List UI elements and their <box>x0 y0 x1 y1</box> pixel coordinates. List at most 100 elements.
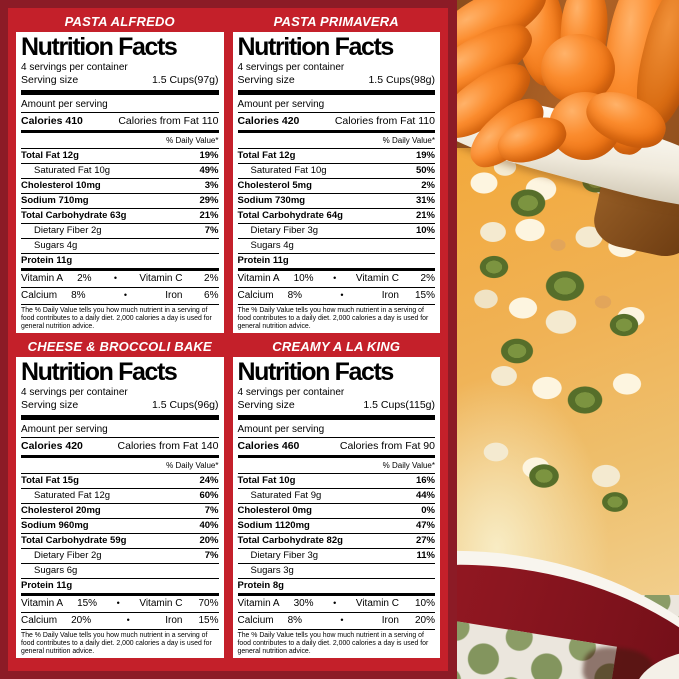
nutrient-name: Sodium 730mg <box>237 194 306 206</box>
vitamin-right: Vitamin C 10% <box>356 598 435 610</box>
nutrient-row: Cholesterol 5mg 2% <box>237 177 435 193</box>
vitamin-rows: Vitamin A 15% • Vitamin C 70% <box>21 596 219 629</box>
serving-size-row: Serving size 1.5 Cups(115g) <box>238 398 436 415</box>
nutrient-daily-value: 0% <box>421 504 435 516</box>
vitamin-right: Iron 15% <box>165 615 218 627</box>
vitamin-right: Vitamin C 2% <box>139 273 218 285</box>
nutrient-row: Sodium 960mg 40% <box>21 517 219 533</box>
vitamin-left-label: Vitamin A <box>237 272 280 284</box>
nutrient-daily-value: 60% <box>199 489 219 501</box>
nutrient-daily-value: 7% <box>204 224 219 236</box>
nutrient-name: Sodium 710mg <box>21 194 89 206</box>
calories-from-fat: Calories from Fat 110 <box>118 114 219 127</box>
nutrient-name: Cholesterol 20mg <box>21 504 101 516</box>
servings-line: 4 servings per container <box>237 61 345 73</box>
nutrient-row: Sugars 3g <box>237 562 435 578</box>
nutrition-facts-label: Nutrition Facts 4 servings per container… <box>16 32 224 333</box>
panel-title: CREAMY A LA KING <box>272 339 401 354</box>
daily-value-footnote: The % Daily Value tells you how much nut… <box>237 303 435 332</box>
calories-row: Calories 420 Calories from Fat 140 <box>21 438 219 455</box>
nutrient-rows: Total Fat 12g 19% Saturated Fat 10g 50% … <box>237 147 435 268</box>
nutrient-row: Protein 11g <box>237 252 435 268</box>
serving-size-value: 1.5 Cups(96g) <box>151 399 219 411</box>
vitamin-left-value: 15% <box>77 597 98 609</box>
thick-divider <box>237 414 435 420</box>
serving-size-value: 1.5 Cups(115g) <box>363 399 435 411</box>
daily-value-note: % Daily Value* <box>382 136 435 146</box>
calories-row: Calories 460 Calories from Fat 90 <box>238 438 436 455</box>
nutrition-panel: CHEESE & BROCCOLI BAKE Nutrition Facts 4… <box>16 336 224 658</box>
nutrition-facts-heading: Nutrition Facts <box>21 34 178 61</box>
nutrient-row: Sugars 4g <box>237 237 435 253</box>
bullet-separator: • <box>126 614 130 625</box>
nutrient-name: Sugars 4g <box>34 239 78 251</box>
nutrition-facts-heading: Nutrition Facts <box>237 34 395 61</box>
nutrient-daily-value: 21% <box>415 209 435 221</box>
amount-per-serving: Amount per serving <box>237 422 435 438</box>
daily-values-table: Calories: 2,000 2,500 Total Fat Less tha… <box>238 332 435 334</box>
nutrient-row: Cholesterol 10mg 3% <box>21 177 219 193</box>
panel-title: CHEESE & BROCCOLI BAKE <box>27 339 212 354</box>
panel-title: PASTA PRIMAVERA <box>273 14 399 29</box>
medium-divider <box>237 267 435 271</box>
calories-value: Calories 460 <box>237 439 300 452</box>
vitamin-right-label: Vitamin C <box>139 272 183 284</box>
nutrient-name: Total Fat 12g <box>21 149 79 161</box>
vitamin-right-value: 2% <box>204 272 219 284</box>
calories-from-fat: Calories from Fat 90 <box>339 439 435 452</box>
vitamin-row: Calcium 20% • Iron 15% <box>21 611 219 629</box>
nutrition-panel: PASTA ALFREDO Nutrition Facts 4 servings… <box>16 11 224 333</box>
nutrient-name: Sugars 6g <box>34 564 78 576</box>
vitamin-right-label: Iron <box>381 289 399 301</box>
dv-table-header: Calories: 2,000 2,500 <box>21 332 218 334</box>
vitamin-right-label: Vitamin C <box>139 597 183 609</box>
vitamin-right: Vitamin C 2% <box>356 273 435 285</box>
vitamin-left: Calcium 8% <box>238 290 303 302</box>
serving-size-label: Serving size <box>21 399 79 411</box>
nutrient-daily-value: 50% <box>415 164 435 176</box>
nutrient-daily-value: 10% <box>415 224 435 236</box>
daily-value-note: % Daily Value* <box>382 461 435 471</box>
daily-values-table: Calories: 2,000 2,500 Total Fat Less tha… <box>21 657 218 659</box>
calories-from-fat: Calories from Fat 110 <box>334 114 435 127</box>
nutrient-name: Cholesterol 5mg <box>237 179 312 191</box>
bullet-separator: • <box>333 272 337 283</box>
nutrient-row: Saturated Fat 10g 49% <box>21 162 219 178</box>
nutrient-name: Cholesterol 0mg <box>237 504 312 516</box>
daily-value-footnote: The % Daily Value tells you how much nut… <box>237 628 435 657</box>
nutrient-daily-value: 47% <box>415 519 435 531</box>
vitamin-rows: Vitamin A 30% • Vitamin C 10% <box>237 596 435 629</box>
nutrition-facts-heading: Nutrition Facts <box>21 359 178 386</box>
nutrient-daily-value: 27% <box>415 534 435 546</box>
vitamin-left: Calcium 8% <box>21 290 86 302</box>
nutrient-name: Total Carbohydrate 63g <box>21 209 127 221</box>
daily-value-note: % Daily Value* <box>166 461 219 471</box>
nutrient-name: Saturated Fat 12g <box>34 489 111 501</box>
calories-value: Calories 420 <box>237 114 300 127</box>
nutrient-name: Cholesterol 10mg <box>21 179 101 191</box>
nutrient-daily-value: 7% <box>204 549 219 561</box>
nutrient-row: Total Carbohydrate 63g 21% <box>21 207 219 223</box>
vitamin-left-label: Calcium <box>237 614 274 626</box>
vitamin-right-label: Vitamin C <box>355 597 399 609</box>
nutrient-name: Sodium 1120mg <box>237 519 310 531</box>
vitamin-right: Vitamin C 70% <box>139 598 218 610</box>
vitamin-left-value: 30% <box>293 597 314 609</box>
nutrient-name: Sugars 3g <box>250 564 294 576</box>
amount-per-serving: Amount per serving <box>21 422 219 438</box>
bullet-separator: • <box>113 272 117 283</box>
nutrition-labels-area: PASTA ALFREDO Nutrition Facts 4 servings… <box>8 8 448 671</box>
nutrient-row: Sodium 710mg 29% <box>21 192 219 208</box>
nutrient-name: Total Fat 15g <box>21 474 79 486</box>
calories-row: Calories 420 Calories from Fat 110 <box>238 113 436 130</box>
vitamin-rows: Vitamin A 2% • Vitamin C 2% <box>21 271 219 304</box>
nutrient-row: Total Carbohydrate 59g 20% <box>21 532 219 548</box>
bullet-separator: • <box>123 289 127 300</box>
nutrient-row: Protein 11g <box>21 252 219 268</box>
vitamin-left: Vitamin A 15% <box>21 598 97 610</box>
vitamin-left-label: Vitamin A <box>21 272 64 284</box>
nutrient-name: Protein 8g <box>237 579 284 591</box>
nutrient-row: Sodium 730mg 31% <box>237 192 435 208</box>
nutrient-name: Protein 11g <box>21 579 73 591</box>
nutrient-daily-value: 2% <box>421 179 435 191</box>
